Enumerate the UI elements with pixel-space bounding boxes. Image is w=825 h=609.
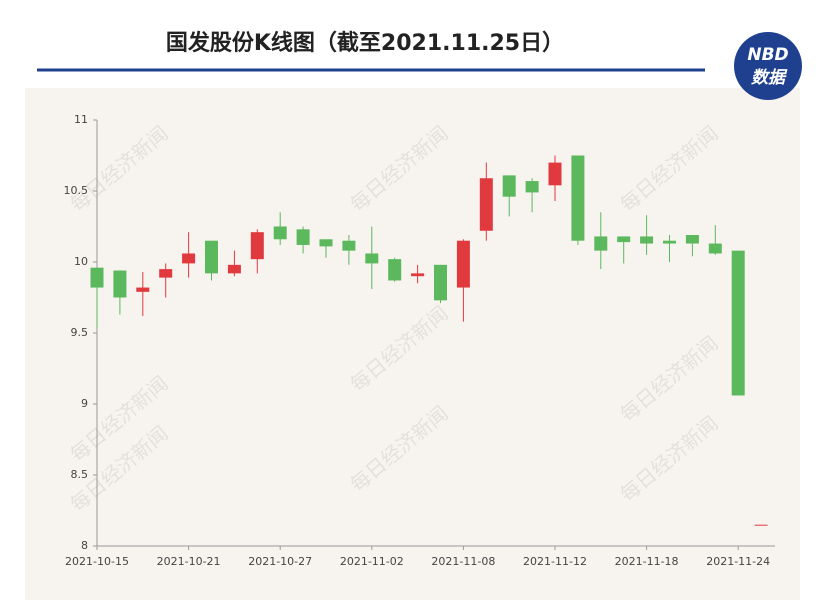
candle-body (90, 267, 104, 288)
candle-body (663, 240, 676, 244)
y-tick-label: 11 (74, 113, 88, 126)
y-tick-label: 8 (81, 539, 88, 552)
x-tick-label: 2021-10-27 (248, 555, 312, 568)
candle-body (640, 236, 654, 244)
candle-body (571, 155, 585, 241)
candle-body (479, 178, 493, 231)
candle-body (594, 236, 608, 251)
candle-body (182, 253, 196, 264)
candle-body (754, 524, 768, 526)
x-tick-label: 2021-10-15 (65, 555, 129, 568)
x-tick-label: 2021-11-12 (523, 555, 587, 568)
candle-body (456, 240, 470, 288)
candle-body (296, 229, 310, 245)
x-tick-label: 2021-11-24 (706, 555, 770, 568)
logo-text: NBD (747, 45, 788, 65)
candle-body (525, 181, 539, 193)
candle-body (731, 250, 745, 396)
candle-body (502, 175, 516, 197)
candle-body (365, 253, 379, 264)
candle-body (342, 240, 356, 251)
x-tick-label: 2021-11-08 (431, 555, 495, 568)
candle-body (159, 269, 173, 278)
y-tick-label: 10 (74, 255, 88, 268)
candle-body (548, 162, 562, 186)
y-tick-label: 8.5 (71, 468, 89, 481)
candle-body (136, 287, 150, 292)
logo-text: 数据 (751, 68, 788, 88)
candle-body (685, 235, 699, 244)
candle-body (113, 270, 127, 298)
candle-body (227, 264, 241, 274)
candle-body (319, 239, 333, 247)
plot: 8 8.5 9 9.5 10 10.5 11 2021-10-15 2021-10-21 2021… (64, 113, 775, 568)
candle-body (388, 259, 402, 281)
candle-body (411, 273, 425, 277)
candle-body (708, 243, 722, 254)
candle-body (617, 236, 631, 243)
chart-title: 国发股份K线图（截至2021.11.25日） (166, 30, 564, 56)
candle-body (205, 240, 218, 274)
y-tick-label: 9.5 (71, 326, 89, 339)
logo (734, 32, 802, 100)
x-tick-label: 2021-11-02 (340, 555, 404, 568)
candle-body (273, 226, 287, 240)
x-tick-label: 2021-10-21 (157, 555, 221, 568)
plot-background (25, 88, 800, 600)
candle-body (250, 232, 264, 260)
y-tick-label: 10.5 (64, 184, 89, 197)
y-tick-label: 9 (81, 397, 88, 410)
candle-body (434, 264, 447, 301)
x-tick-label: 2021-11-18 (615, 555, 679, 568)
